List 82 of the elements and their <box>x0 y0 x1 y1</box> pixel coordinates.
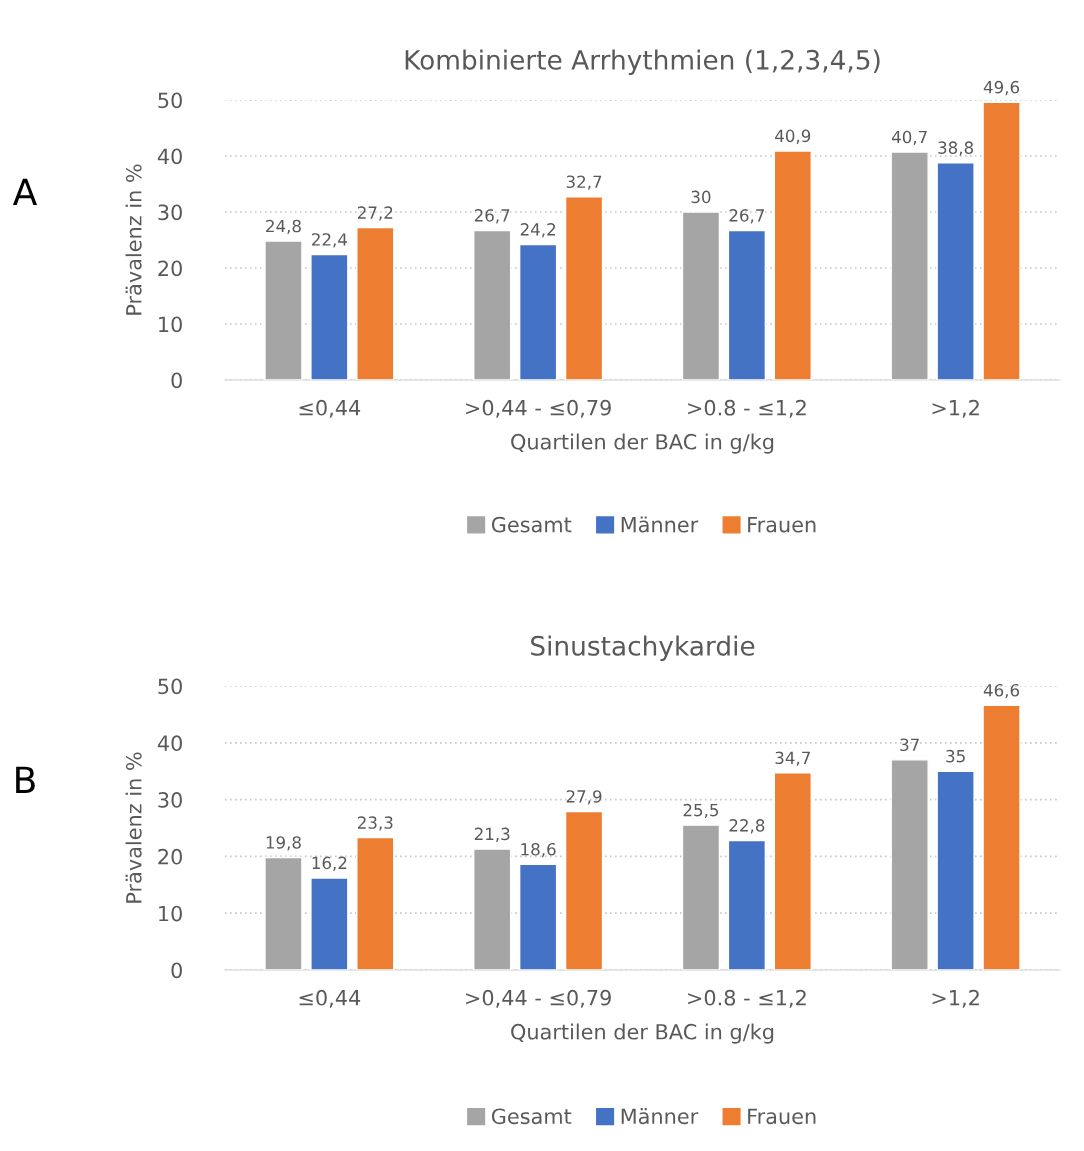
bar <box>264 856 303 970</box>
legend-label: Frauen <box>748 1108 816 1125</box>
y-axis-title: Prävalenz in % <box>125 752 142 903</box>
bar <box>518 243 558 380</box>
x-tick-label: >1,2 <box>932 989 979 1008</box>
y-tick-label: 30 <box>158 204 182 221</box>
legend-label: Gesamt <box>491 516 572 533</box>
legend-label: Männer <box>621 1108 699 1125</box>
bar <box>473 848 512 970</box>
bar <box>681 211 721 380</box>
chart-title: Sinustachykardie <box>531 635 755 661</box>
data-label: 38,8 <box>938 141 974 156</box>
y-tick-label: 10 <box>159 316 182 333</box>
y-axis-title: Prävalenz in % <box>125 164 142 315</box>
data-label: 26,7 <box>474 209 510 224</box>
y-tick-label: 40 <box>157 148 182 165</box>
bar <box>890 151 929 380</box>
data-label: 24,8 <box>266 219 301 235</box>
text: B <box>16 766 35 793</box>
bar <box>518 863 558 970</box>
data-label: 24,2 <box>520 223 556 238</box>
bar <box>356 836 395 970</box>
y-tick-label: 40 <box>157 735 182 752</box>
data-label: 46,6 <box>983 683 1020 699</box>
y-tick-label: 0 <box>171 372 182 389</box>
bar <box>773 772 812 970</box>
data-label: 27,9 <box>566 790 602 805</box>
legend-label: Gesamt <box>491 1108 572 1125</box>
data-label: 32,7 <box>566 175 602 190</box>
y-tick-label: 0 <box>171 962 182 979</box>
x-tick-label: >0.8 - ≤1,2 <box>688 399 806 418</box>
data-label: 22,4 <box>312 233 347 248</box>
bar <box>564 810 604 970</box>
data-label: 23,3 <box>357 816 393 831</box>
chart-title: Kombinierte Arrhythmien (1,2,3,4,5) <box>405 49 880 75</box>
bar <box>356 226 395 380</box>
bar <box>727 229 767 380</box>
data-label: 40,7 <box>891 130 927 145</box>
x-tick-label: >0,44 - ≤0,79 <box>466 399 611 418</box>
data-label: 34,7 <box>775 751 810 766</box>
x-tick-label: >1,2 <box>932 399 979 418</box>
data-label: 25,5 <box>683 803 719 819</box>
text: A <box>12 178 38 205</box>
x-tick-label: >0,44 - ≤0,79 <box>466 989 611 1008</box>
bar <box>982 101 1021 380</box>
bar <box>773 150 812 380</box>
bar <box>936 770 975 970</box>
bar <box>727 839 767 970</box>
bar <box>264 240 303 380</box>
bar <box>890 759 929 970</box>
legend-label: Frauen <box>748 516 816 533</box>
data-label: 19,8 <box>266 836 301 851</box>
y-tick-label: 50 <box>158 678 182 695</box>
data-label: 40,9 <box>775 129 811 144</box>
x-axis-title: Quartilen der BAC in g/kg <box>511 1023 774 1044</box>
data-label: 16,2 <box>312 856 347 871</box>
data-label: 37 <box>900 738 919 752</box>
data-label: 30 <box>691 190 711 204</box>
x-tick-label: ≤0,44 <box>299 399 361 418</box>
x-tick-label: ≤0,44 <box>299 989 361 1008</box>
legend-label: Männer <box>621 516 699 533</box>
bar <box>936 162 975 380</box>
bar <box>473 229 512 380</box>
data-label: 22,8 <box>729 819 765 834</box>
bar <box>681 824 721 970</box>
data-label: 21,3 <box>474 827 510 842</box>
y-tick-label: 20 <box>158 260 182 277</box>
y-tick-label: 50 <box>158 92 182 109</box>
y-tick-label: 10 <box>159 905 182 922</box>
bar <box>564 196 604 380</box>
y-tick-label: 30 <box>158 792 182 808</box>
data-label: 35 <box>946 749 965 763</box>
bar <box>310 877 349 970</box>
x-axis-title: Quartilen der BAC in g/kg <box>511 433 774 454</box>
data-label: 27,2 <box>357 206 393 221</box>
x-tick-label: >0.8 - ≤1,2 <box>688 989 806 1008</box>
data-label: 49,6 <box>983 80 1020 96</box>
bar <box>982 704 1021 970</box>
data-label: 18,6 <box>521 842 556 858</box>
y-tick-label: 20 <box>158 848 182 865</box>
bar <box>310 253 349 380</box>
data-label: 26,7 <box>729 209 765 224</box>
